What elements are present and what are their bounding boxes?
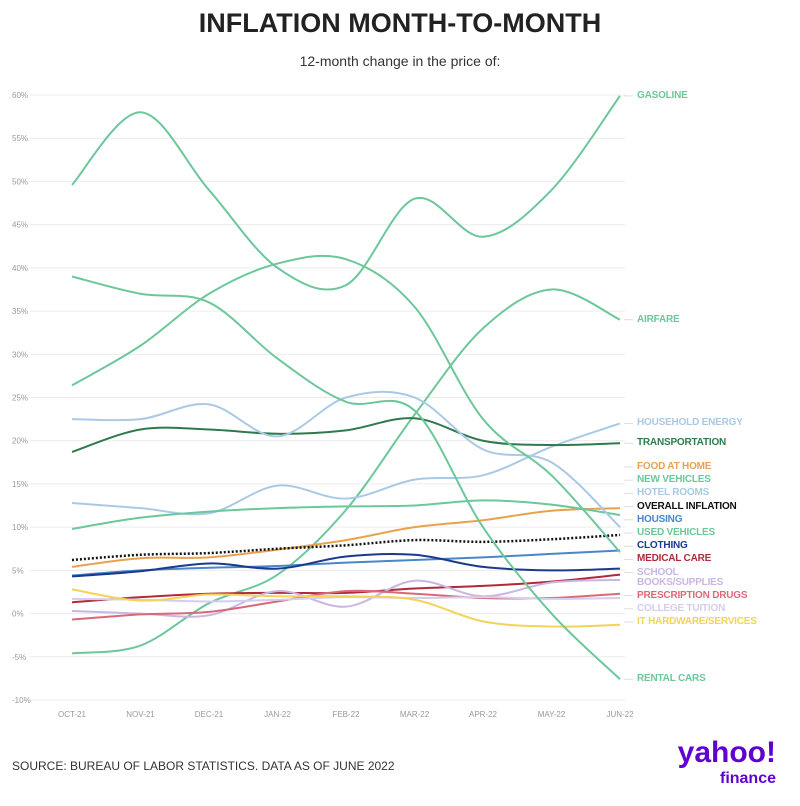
series-line [71,390,621,528]
y-tick-label: 60% [12,91,28,100]
x-tick-label: MAR-22 [400,710,430,719]
series-line [71,573,621,604]
series-label: HOTEL ROOMS [637,487,710,499]
series-label: OVERALL INFLATION [637,500,737,512]
y-tick-label: 50% [12,177,28,186]
series-line [71,552,621,578]
series-label: CLOTHING [637,540,688,552]
y-tick-label: 30% [12,350,28,359]
series-label: TRANSPORTATION [637,437,727,449]
series-label: MEDICAL CARE [637,553,712,565]
x-tick-label: OCT-21 [58,710,87,719]
series-line [71,275,621,680]
source: SOURCE: BUREAU OF LABOR STATISTICS. DATA… [12,759,395,773]
logo-sub: finance [720,770,776,787]
y-tick-label: 0% [12,610,24,619]
series-label: USED VEHICLES [637,527,715,538]
x-tick-label: APR-22 [469,710,498,719]
series-label: GASOLINE [637,89,688,101]
x-tick-label: JUN-22 [606,710,634,719]
series-line [71,549,621,577]
series-label: IT HARDWARE/SERVICES [637,616,757,627]
series-line [71,588,621,628]
series-line [71,499,621,530]
series-label: NEW VEHICLES [637,474,711,486]
y-tick-label: 20% [12,437,28,446]
series-label: HOUSEHOLD ENERGY [637,417,743,429]
logo: yahoo! [678,736,776,769]
series-label: FOOD AT HOME [637,461,712,472]
y-tick-label: 40% [12,264,28,273]
series-line [71,533,621,562]
y-tick-label: 10% [12,523,28,532]
x-tick-label: NOV-21 [126,710,155,719]
y-tick-label: 15% [12,480,28,489]
x-tick-label: FEB-22 [332,710,360,719]
series-line [71,417,621,453]
series-line [71,422,621,516]
series-label: HOUSING [637,513,683,525]
chart-subtitle: 12-month change in the price of: [300,53,501,69]
x-tick-label: JAN-22 [264,710,291,719]
series-line [71,578,621,618]
y-tick-label: -5% [12,653,26,662]
y-tick-label: 5% [12,566,24,575]
series-line [71,254,621,553]
y-tick-label: 45% [12,221,28,230]
y-tick-label: 25% [12,394,28,403]
series-label: PRESCRIPTION DRUGS [637,589,748,601]
x-tick-label: MAY-22 [538,710,566,719]
series-label: SCHOOL BOOKS/SUPPLIES [637,566,724,588]
series-line [71,507,621,568]
series-label: RENTAL CARS [637,673,706,685]
chart-title: INFLATION MONTH-TO-MONTH [199,8,601,38]
y-tick-label: 55% [12,134,28,143]
x-tick-label: DEC-21 [195,710,224,719]
series-label: AIRFARE [637,313,680,325]
series-label: COLLEGE TUITION [637,602,726,614]
y-tick-label: -10% [12,696,31,705]
series-line [71,95,621,291]
y-tick-label: 35% [12,307,28,316]
